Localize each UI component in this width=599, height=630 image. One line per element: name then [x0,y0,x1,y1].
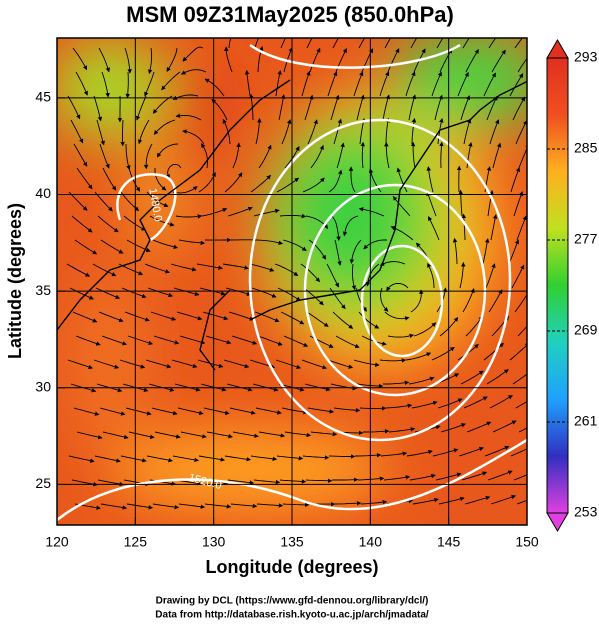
y-tick-label: 45 [35,89,51,105]
colorbar-tick-label: 285 [574,140,598,156]
y-tick-label: 30 [35,378,51,394]
colorbar-tick-label: 293 [574,49,598,65]
colorbar: 253 261 269 277 285 293 [547,40,598,531]
x-tick-label: 150 [515,534,539,550]
colorbar-tick-label: 253 [574,504,598,520]
x-tick-label: 125 [124,534,148,550]
x-tick-label: 140 [359,534,383,550]
credit: Data from http://database.rish.kyoto-u.a… [155,610,429,621]
colorbar-tick-label: 277 [574,231,598,247]
x-tick-label: 135 [280,534,304,550]
streamline [329,456,355,457]
field [50,25,550,525]
y-tick-label: 35 [35,282,51,298]
x-tick-label: 145 [437,534,461,550]
colorbar-top [547,40,568,58]
x-axis-label: Longitude (degrees) [205,557,378,577]
streamline [459,166,460,192]
credit: Drawing by DCL (https://www.gfd-dennou.o… [156,596,429,607]
streamline [123,120,124,146]
colorbar-tick-label: 269 [574,322,598,338]
x-tick-label: 130 [202,534,226,550]
chart-title: MSM 09Z31May2025 (850.0hPa) [126,2,454,27]
colorbar-bottom [547,513,568,531]
colorbar-body [547,58,568,513]
y-tick-label: 40 [35,185,51,201]
y-tick-label: 25 [35,475,51,491]
colorbar-tick-label: 261 [574,413,598,429]
y-axis-label: Latitude (degrees) [5,203,25,359]
x-tick-label: 120 [45,534,69,550]
